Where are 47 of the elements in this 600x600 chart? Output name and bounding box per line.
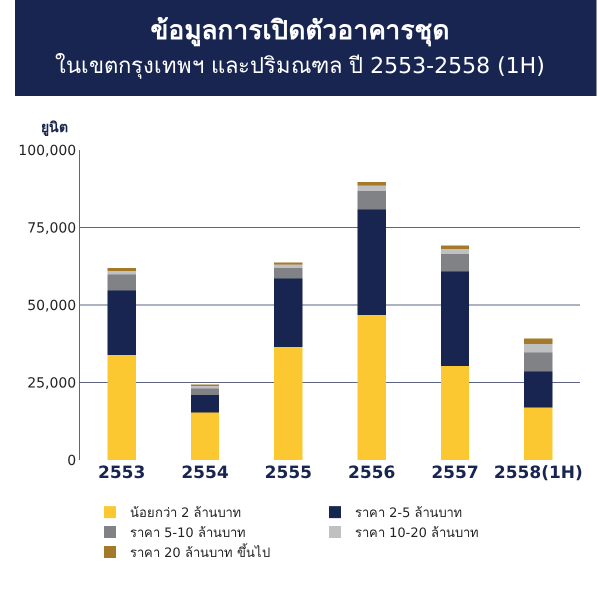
bar <box>524 338 552 344</box>
bar <box>440 254 470 272</box>
bar <box>524 344 552 352</box>
bar <box>274 278 302 348</box>
bar <box>358 191 386 210</box>
bar <box>440 245 470 250</box>
y-tick-label: 100,000 <box>18 142 76 159</box>
bar <box>108 274 136 290</box>
x-tick-label: 2553 <box>98 463 146 483</box>
bar <box>274 347 302 460</box>
y-tick-label: 50,000 <box>27 298 76 314</box>
y-tick-label: 75,000 <box>27 220 76 236</box>
x-tick-label: 2557 <box>431 463 479 483</box>
legend-label: ราคา 5-10 ล้านบาท <box>130 526 246 542</box>
bar <box>274 268 302 279</box>
bar <box>274 264 302 268</box>
bar <box>358 210 386 315</box>
bar <box>440 366 470 460</box>
y-tick-label: 25,000 <box>27 375 76 392</box>
bar <box>524 352 552 372</box>
legend-label: น้อยกว่า 2 ล้านบาท <box>130 506 242 522</box>
chart-subtitle: ในเขตกรุงเทพฯ และปริมณฑล ปี 2553-2558 (1H) <box>55 52 545 79</box>
x-tick-label: 2554 <box>181 463 229 483</box>
bar <box>358 314 386 460</box>
x-tick-label: 2556 <box>348 463 396 483</box>
y-axis-title: ยูนิต <box>41 120 68 136</box>
x-tick-label: 2555 <box>264 463 312 483</box>
bar <box>108 290 136 355</box>
bar <box>358 182 386 186</box>
y-tick-label: 0 <box>67 452 76 469</box>
bar <box>524 408 552 460</box>
bar <box>358 186 386 192</box>
bar <box>108 354 136 460</box>
bar <box>440 249 470 254</box>
x-tick-label: 2558(1H) <box>494 463 583 483</box>
bar <box>108 268 136 272</box>
chart-title: ข้อมูลการเปิดตัวอาคารชุด <box>150 16 450 47</box>
bar <box>190 394 220 412</box>
legend-label: ราคา 20 ล้านบาท ขึ้นไป <box>130 543 270 562</box>
bar <box>108 271 136 275</box>
legend-label: ราคา 2-5 ล้านบาท <box>355 506 462 522</box>
legend-label: ราคา 10-20 ล้านบาท <box>355 526 480 542</box>
bar <box>190 386 220 389</box>
bar <box>190 412 220 460</box>
bar <box>440 272 470 366</box>
bar <box>190 388 220 395</box>
bar <box>524 371 552 408</box>
